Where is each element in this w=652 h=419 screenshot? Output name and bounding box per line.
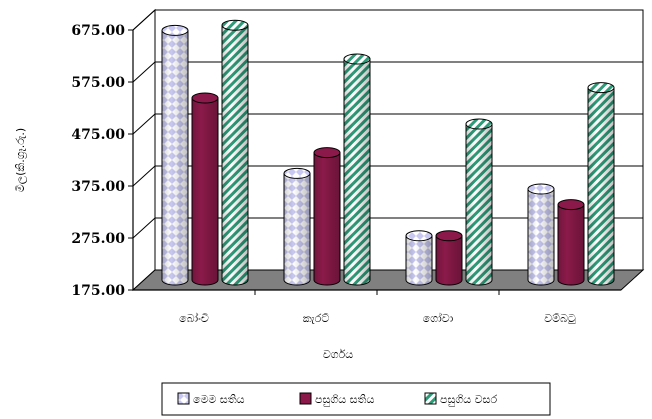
bar-shade bbox=[436, 235, 462, 285]
x-tick-label: වම්බටු bbox=[544, 312, 576, 325]
legend: මෙම සතිය පසුගිය සතිය පසුගිය වසර bbox=[161, 382, 551, 416]
bar bbox=[557, 199, 585, 286]
y-tick-label: 675.00 bbox=[71, 23, 125, 39]
bar-top bbox=[405, 230, 433, 242]
x-tick-label: කැරට් bbox=[303, 312, 330, 325]
bar-shade bbox=[406, 235, 432, 285]
bar bbox=[405, 230, 433, 286]
bar bbox=[343, 53, 371, 286]
y-axis-title: මිල(කි.ග්‍රෑ.රු.) bbox=[14, 128, 28, 192]
bar-top bbox=[435, 230, 463, 242]
legend-label: මෙම සතිය bbox=[193, 393, 245, 406]
legend-swatch bbox=[177, 392, 190, 405]
bars bbox=[161, 19, 615, 286]
bar-shade bbox=[558, 204, 584, 285]
bar-shade bbox=[284, 173, 310, 285]
bar bbox=[435, 230, 463, 286]
legend-label: පසුගිය වසර bbox=[440, 393, 497, 406]
y-axis-ticks: 675.00 575.00 475.00 375.00 275.00 175.00 bbox=[71, 23, 134, 299]
bar-top bbox=[283, 167, 311, 179]
gridline bbox=[132, 217, 156, 239]
bar-shade bbox=[528, 189, 554, 285]
bar-top bbox=[161, 24, 189, 36]
bar-top bbox=[343, 53, 371, 65]
bar-top bbox=[527, 183, 555, 195]
legend-item: පසුගිය සතිය bbox=[299, 392, 374, 406]
y-tick-label: 375.00 bbox=[71, 179, 125, 195]
legend-label: පසුගිය සතිය bbox=[315, 393, 374, 406]
gridline bbox=[132, 9, 156, 31]
bar-shade bbox=[314, 152, 340, 285]
bar-shade bbox=[162, 30, 188, 286]
x-axis-title: වර්ගය bbox=[323, 348, 353, 361]
bar bbox=[191, 92, 219, 286]
bar-shade bbox=[466, 124, 492, 285]
bar bbox=[313, 147, 341, 286]
bar-shade bbox=[192, 98, 218, 285]
x-tick-label: ගෝවා bbox=[423, 311, 454, 325]
bar bbox=[527, 183, 555, 286]
legend-item: පසුගිය වසර bbox=[424, 392, 497, 406]
gridline bbox=[132, 165, 156, 187]
legend-swatch bbox=[299, 392, 312, 405]
bar-top bbox=[557, 199, 585, 211]
legend-swatch bbox=[424, 392, 437, 405]
bar bbox=[161, 24, 189, 286]
side-wall bbox=[132, 8, 156, 292]
bar bbox=[587, 82, 615, 286]
gridline bbox=[132, 113, 156, 135]
bar-top bbox=[313, 147, 341, 159]
y-tick-label: 275.00 bbox=[71, 231, 125, 247]
bar-top bbox=[465, 118, 493, 130]
x-axis-categories: බෝංචි කැරට් ගෝවා වම්බටු bbox=[133, 289, 621, 325]
bar-top bbox=[587, 82, 615, 94]
bar-shade bbox=[588, 87, 614, 285]
bar-top bbox=[191, 92, 219, 104]
bar-shade bbox=[222, 25, 248, 285]
bar bbox=[465, 118, 493, 286]
y-tick-label: 175.00 bbox=[71, 283, 125, 299]
bar-shade bbox=[344, 59, 370, 285]
bar bbox=[283, 167, 311, 286]
legend-item: මෙම සතිය bbox=[177, 392, 245, 406]
bar bbox=[221, 19, 249, 286]
y-tick-label: 575.00 bbox=[71, 75, 125, 91]
legend-box bbox=[161, 382, 551, 416]
bar-top bbox=[221, 19, 249, 31]
x-tick-label: බෝංචි bbox=[179, 311, 209, 325]
y-tick-label: 475.00 bbox=[71, 127, 125, 143]
gridline bbox=[132, 61, 156, 83]
